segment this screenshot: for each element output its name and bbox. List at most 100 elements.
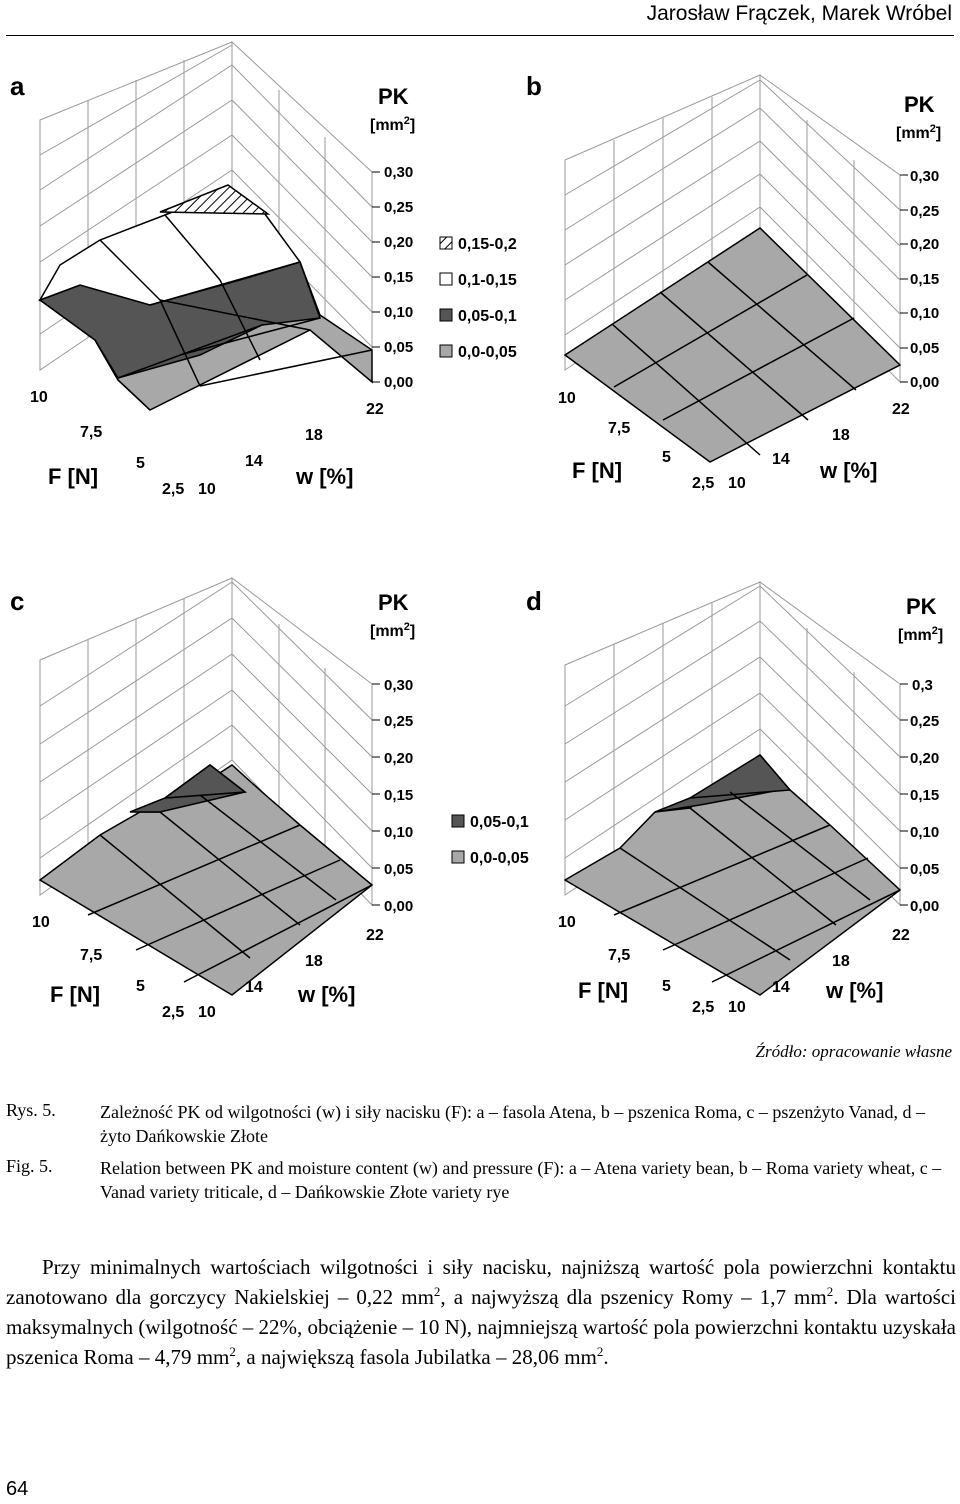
z-tick-label: 0,00 [910,898,939,915]
grid-line [231,64,373,208]
grid-line [159,299,201,387]
z-tick-label: 0,20 [910,236,939,253]
w-tick-label: 18 [832,953,850,970]
z-unit-part: ] [938,627,943,644]
w-tick-label: 14 [772,451,790,468]
z-unit: [mm2] [370,621,415,640]
w-tick-label: 22 [892,401,910,418]
z-unit-part: [mm [370,117,404,134]
panel-d: d PK [mm2] 0,3 0,25 0,20 0,15 0,10 0,05 … [526,581,943,1016]
f-tick-label: 2,5 [162,1004,184,1021]
grid-line [759,585,901,721]
f-tick-label: 7,5 [80,947,102,964]
legend-swatch [439,344,453,358]
f-tick-label: 10 [32,914,50,931]
grid-line [199,349,373,387]
w-tick-label: 22 [892,927,910,944]
f-tick-label: 7,5 [80,424,102,441]
grid-line [759,173,901,315]
w-tick-label: 18 [305,427,323,444]
w-tick-label: 10 [198,481,216,498]
z-tick-label: 0,10 [384,824,413,841]
w-axis-label: w [%] [825,978,883,1003]
z-unit-part: [mm [896,125,930,142]
grid-line [662,857,869,951]
grid-line [759,692,901,832]
grid-line [659,291,809,421]
z-unit-part: 2 [404,115,410,127]
grid-line [729,791,871,901]
z-tick-label: 0,15 [910,787,939,804]
caption-label-en: Fig. 5. [6,1156,53,1176]
grid-line [662,317,855,421]
z-tick-label: 0,30 [910,168,939,185]
w-tick-label: 10 [728,475,746,492]
f-tick-label: 2,5 [692,999,714,1016]
f-tick-label: 2,5 [162,481,184,498]
grid-line [759,107,901,247]
legend-label: 0,05-0,1 [470,814,529,831]
grid-line [149,261,301,306]
f-tick-label: 7,5 [608,420,630,437]
grid-line [219,279,261,361]
w-tick-label: 14 [772,979,790,996]
z-tick-label: 0,25 [910,713,939,730]
grid-line [707,261,857,391]
grid-line [231,134,373,278]
grid-line [759,620,901,758]
grid-line [613,824,831,916]
legend-label: 0,0-0,05 [458,344,517,361]
w-tick-label: 10 [198,1004,216,1021]
panel-a: a PK [mm2] 0,30 0,25 0,20 0,15 0,10 0,05… [10,40,517,498]
z-tick-label: 0,15 [384,787,413,804]
f-tick-label: 2,5 [692,475,714,492]
w-axis-label: w [%] [297,982,355,1007]
source-note: Źródło: opracowanie własne [755,1042,952,1061]
z-tick-label: 0,00 [910,374,939,391]
f-axis-label: F [N] [578,978,628,1003]
f-tick-label: 10 [558,914,576,931]
f-axis-label: F [N] [50,982,100,1007]
panel-letter: c [10,586,24,616]
z-tick-label: 0,3 [912,677,933,694]
z-tick-label: 0,25 [910,203,939,220]
surface-patch [159,184,271,215]
z-title: PK [378,84,409,109]
f-tick-label: 10 [30,389,48,406]
grid-line [611,323,761,456]
body-paragraph: Przy minimalnych wartościach wilgotności… [6,1255,956,1369]
grid-line [183,884,373,983]
legend-label: 0,05-0,1 [458,308,517,325]
grid-line [613,274,808,388]
grid-line [117,324,263,379]
surface-patch [38,764,374,996]
w-axis-label: w [%] [819,458,877,483]
grid-line [759,79,901,211]
grid-line [231,581,373,721]
grid-line [164,214,221,281]
z-unit: [mm2] [896,123,941,142]
header-rule [6,35,954,36]
z-tick-label: 0,25 [384,199,413,216]
panel-c: c PK [mm2] 0,30 0,25 0,20 0,15 0,10 0,05… [10,576,529,1021]
z-tick-label: 0,05 [910,340,939,357]
z-tick-label: 0,20 [384,750,413,767]
z-unit-part: ] [936,125,941,142]
grid-line [759,140,901,281]
grid-line [689,807,837,926]
grid-line [231,99,373,243]
grid-line [99,239,161,301]
z-title: PK [378,590,409,615]
z-title: PK [906,594,937,619]
grid-line [759,656,901,795]
z-unit-part: 2 [932,625,938,637]
z-tick-label: 0,10 [384,304,413,321]
grid-line [711,889,901,983]
z-tick-label: 0,00 [384,374,413,391]
z-unit-part: ] [410,117,415,134]
surface-patch [689,754,792,799]
z-unit: [mm2] [370,115,415,134]
w-tick-label: 18 [305,953,323,970]
z-tick-label: 0,15 [384,269,413,286]
f-tick-label: 5 [662,449,671,466]
